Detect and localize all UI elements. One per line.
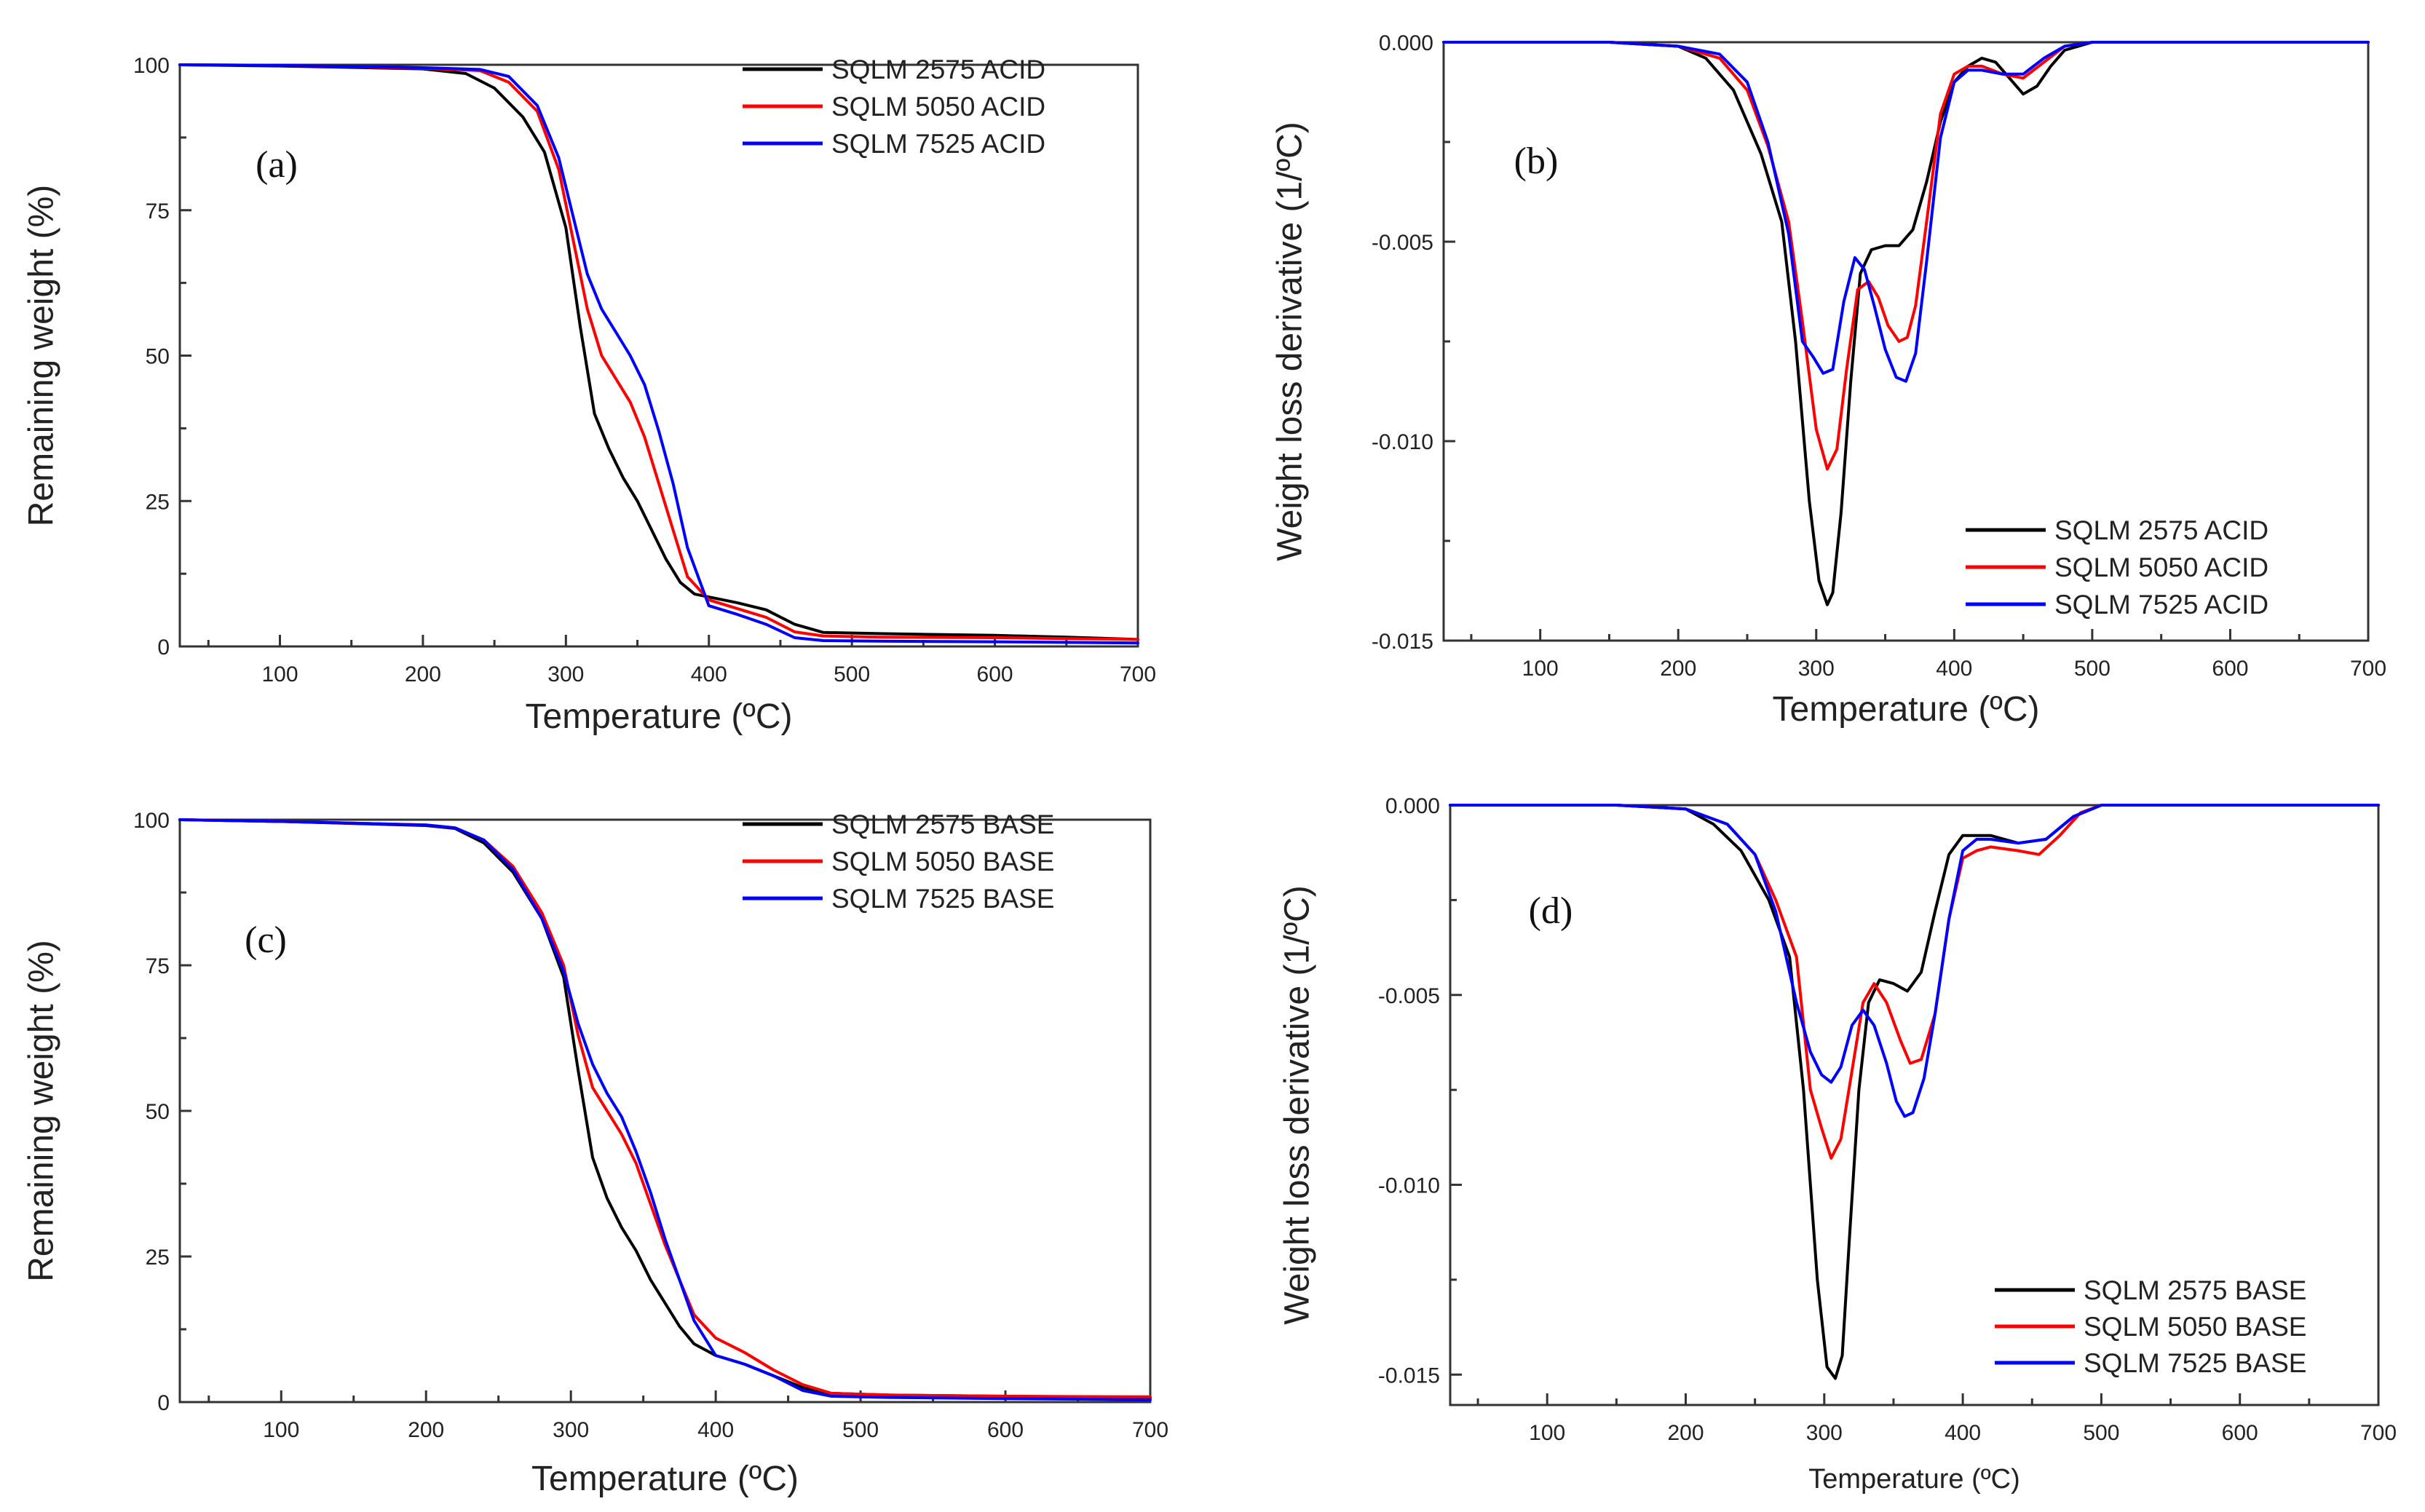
x-tick-label: 100 <box>261 662 298 686</box>
series-line <box>1442 41 2370 606</box>
legend-label: SQLM 2575 BASE <box>2084 1275 2306 1305</box>
x-tick-label: 500 <box>2083 1421 2119 1445</box>
plot-frame <box>1442 41 2370 642</box>
x-tick-label: 700 <box>1120 662 1156 686</box>
x-tick-label: 400 <box>691 662 727 686</box>
chart-panel-a: 100 200 300 400 500 600 700 0 25 50 75 100 Temperatu… <box>23 54 1156 736</box>
panel-letter: (a) <box>256 144 298 186</box>
y-tick-label: 100 <box>133 54 170 78</box>
y-tick-label: -0.015 <box>1372 630 1433 654</box>
chart-panel-b: 100 200 300 400 500 600 700 -0.015 -0.010 -0.005 0… <box>1271 31 2386 729</box>
y-tick-label: 25 <box>146 1246 170 1270</box>
y-axis-title: Weight loss derivative (1/ºC) <box>1278 885 1317 1325</box>
legend-label: SQLM 5050 ACID <box>831 92 1045 122</box>
series-line <box>1442 41 2370 471</box>
legend-label: SQLM 7525 ACID <box>2054 590 2268 620</box>
y-tick-label: -0.010 <box>1372 430 1433 454</box>
y-tick-label: 50 <box>146 1100 170 1124</box>
y-tick-label: 100 <box>133 809 170 833</box>
y-tick-label: 50 <box>146 345 170 369</box>
x-tick-label: 700 <box>1132 1418 1168 1442</box>
series-line <box>178 63 1139 645</box>
series-line <box>1449 804 2380 1160</box>
x-tick-label: 200 <box>1660 657 1696 681</box>
legend-label: SQLM 5050 BASE <box>831 847 1054 876</box>
x-tick-label: 300 <box>1806 1421 1843 1445</box>
x-axis-title: Temperature (ºC) <box>526 697 793 736</box>
x-tick-label: 400 <box>1936 657 1972 681</box>
x-axis-title: Temperature (ºC) <box>1773 690 2040 729</box>
x-tick-label: 200 <box>405 662 441 686</box>
x-tick-label: 100 <box>1529 1421 1565 1445</box>
x-tick-label: 600 <box>2222 1421 2258 1445</box>
legend-label: SQLM 2575 BASE <box>831 810 1054 839</box>
x-tick-label: 400 <box>1945 1421 1981 1445</box>
x-tick-label: 300 <box>553 1418 589 1442</box>
x-tick-label: 500 <box>842 1418 879 1442</box>
x-tick-label: 200 <box>408 1418 444 1442</box>
x-tick-label: 600 <box>977 662 1013 686</box>
x-tick-label: 100 <box>263 1418 299 1442</box>
legend-label: SQLM 5050 ACID <box>2054 553 2268 582</box>
y-axis-title: Remaining weight (%) <box>23 185 61 527</box>
x-tick-label: 600 <box>987 1418 1024 1442</box>
y-tick-label: -0.005 <box>1372 231 1433 255</box>
x-tick-label: 500 <box>2074 657 2110 681</box>
y-axis-title: Weight loss derivative (1/ºC) <box>1271 122 1310 561</box>
panel-letter: (c) <box>245 919 287 961</box>
panel-letter: (b) <box>1514 140 1559 182</box>
series-line <box>178 63 1139 641</box>
legend-label: SQLM 2575 ACID <box>2054 515 2268 545</box>
y-tick-label: -0.010 <box>1378 1174 1440 1198</box>
series-line <box>178 63 1139 641</box>
x-tick-label: 600 <box>2212 657 2248 681</box>
y-tick-label: 0 <box>157 636 170 660</box>
legend-label: SQLM 7525 BASE <box>831 884 1054 914</box>
panel-letter: (d) <box>1529 890 1573 932</box>
x-tick-label: 500 <box>834 662 870 686</box>
x-tick-label: 700 <box>2350 657 2386 681</box>
legend-label: SQLM 5050 BASE <box>2084 1312 2306 1342</box>
legend-label: SQLM 7525 BASE <box>2084 1348 2306 1378</box>
y-tick-label: -0.015 <box>1378 1363 1440 1388</box>
y-tick-label: 25 <box>146 490 170 514</box>
plot-frame <box>1449 804 2380 1406</box>
x-tick-label: 100 <box>1522 657 1559 681</box>
x-tick-label: 700 <box>2360 1421 2397 1445</box>
y-axis-title: Remaining weight (%) <box>23 940 61 1282</box>
x-tick-label: 300 <box>547 662 584 686</box>
y-tick-label: -0.005 <box>1378 984 1440 1008</box>
y-tick-label: 0.000 <box>1385 794 1440 818</box>
x-tick-label: 300 <box>1798 657 1835 681</box>
series-line <box>178 818 1152 1401</box>
y-tick-label: 75 <box>146 954 170 978</box>
legend-label: SQLM 2575 ACID <box>831 55 1045 84</box>
x-tick-label: 200 <box>1667 1421 1704 1445</box>
series-line <box>1442 41 2370 383</box>
legend-label: SQLM 7525 ACID <box>831 129 1045 159</box>
series-line <box>1449 804 2380 1118</box>
x-tick-label: 400 <box>697 1418 734 1442</box>
x-axis-title: Temperature (ºC) <box>531 1460 799 1498</box>
chart-panel-c: 100 200 300 400 500 600 700 0 25 50 75 100 Temperatu… <box>23 809 1168 1498</box>
x-axis-title: Temperature (ºC) <box>1808 1464 2020 1495</box>
y-tick-label: 75 <box>146 199 170 223</box>
series-line <box>178 818 1152 1399</box>
chart-panel-d: 100 200 300 400 500 600 700 -0.015 -0.010 -0.005 0… <box>1278 794 2397 1495</box>
y-tick-label: 0 <box>157 1391 170 1415</box>
y-tick-label: 0.000 <box>1379 31 1433 55</box>
